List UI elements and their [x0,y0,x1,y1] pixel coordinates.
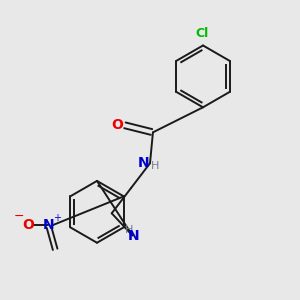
Text: Cl: Cl [195,27,208,40]
Text: N: N [43,218,54,232]
Text: +: + [53,213,61,223]
Text: N: N [138,156,149,170]
Text: O: O [22,218,34,232]
Text: −: − [14,210,24,223]
Text: N: N [128,229,140,243]
Text: H: H [151,161,160,171]
Text: H: H [125,225,134,235]
Text: O: O [111,118,123,132]
